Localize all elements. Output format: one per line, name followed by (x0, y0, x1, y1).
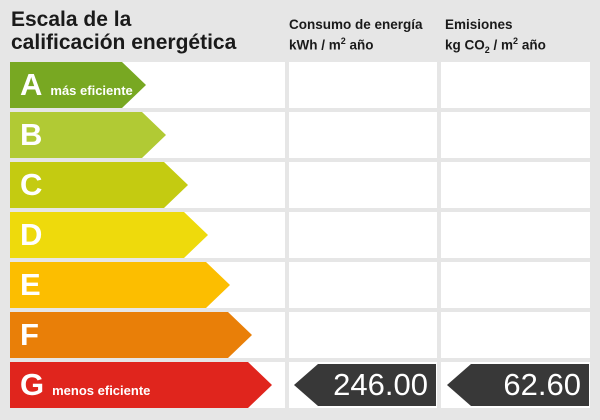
rating-row-c: C (10, 162, 590, 208)
rating-note-a: más eficiente (50, 83, 133, 98)
scale-cell-f: F (10, 312, 285, 358)
rating-table: A más eficiente B C (10, 62, 590, 412)
emissions-value: 62.60 (503, 367, 581, 402)
consumption-column-header: Consumo de energía kWh / m2 año (289, 17, 423, 54)
emissions-header-line2: kg CO2 / m2 año (445, 36, 546, 56)
rating-row-b: B (10, 112, 590, 158)
consumption-cell-g: 246.00 (289, 362, 437, 408)
rating-arrow-a: A más eficiente (10, 62, 146, 108)
rating-arrow-d: D (10, 212, 208, 258)
consumption-cell-f (289, 312, 437, 358)
rating-letter-b: B (20, 117, 43, 152)
rating-arrow-e: E (10, 262, 230, 308)
emissions-cell-d (441, 212, 590, 258)
rating-arrow-c: C (10, 162, 188, 208)
consumption-header-line1: Consumo de energía (289, 17, 423, 32)
scale-cell-c: C (10, 162, 285, 208)
page-title: Escala de la calificación energética (11, 8, 236, 54)
emissions-column-header: Emisiones kg CO2 / m2 año (445, 17, 546, 58)
rating-arrow-g: G menos eficiente (10, 362, 272, 408)
emissions-value-arrow: 62.60 (447, 364, 589, 406)
emissions-cell-c (441, 162, 590, 208)
emissions-header-line1: Emisiones (445, 17, 513, 32)
rating-row-d: D (10, 212, 590, 258)
consumption-cell-e (289, 262, 437, 308)
rating-row-a: A más eficiente (10, 62, 590, 108)
emissions-cell-g: 62.60 (441, 362, 590, 408)
rating-row-f: F (10, 312, 590, 358)
title-line-2: calificación energética (11, 31, 237, 54)
rating-letter-g: G (20, 367, 45, 402)
rating-arrow-b: B (10, 112, 166, 158)
rating-note-g: menos eficiente (52, 383, 151, 398)
scale-cell-d: D (10, 212, 285, 258)
scale-cell-a: A más eficiente (10, 62, 285, 108)
rating-letter-f: F (20, 317, 39, 352)
rating-row-g: G menos eficiente 246.00 62.60 (10, 362, 590, 408)
scale-cell-e: E (10, 262, 285, 308)
rating-letter-c: C (20, 167, 43, 202)
scale-cell-g: G menos eficiente (10, 362, 285, 408)
emissions-cell-b (441, 112, 590, 158)
consumption-header-line2: kWh / m2 año (289, 36, 374, 53)
rating-letter-a: A (20, 67, 43, 102)
scale-cell-b: B (10, 112, 285, 158)
rating-row-e: E (10, 262, 590, 308)
rating-arrow-f: F (10, 312, 252, 358)
title-line-1: Escala de la (11, 8, 132, 31)
rating-letter-e: E (20, 267, 41, 302)
rating-letter-d: D (20, 217, 43, 252)
consumption-cell-a (289, 62, 437, 108)
consumption-value-arrow: 246.00 (294, 364, 436, 406)
emissions-cell-f (441, 312, 590, 358)
consumption-cell-c (289, 162, 437, 208)
emissions-cell-a (441, 62, 590, 108)
consumption-cell-b (289, 112, 437, 158)
consumption-value: 246.00 (333, 367, 428, 402)
consumption-cell-d (289, 212, 437, 258)
emissions-cell-e (441, 262, 590, 308)
